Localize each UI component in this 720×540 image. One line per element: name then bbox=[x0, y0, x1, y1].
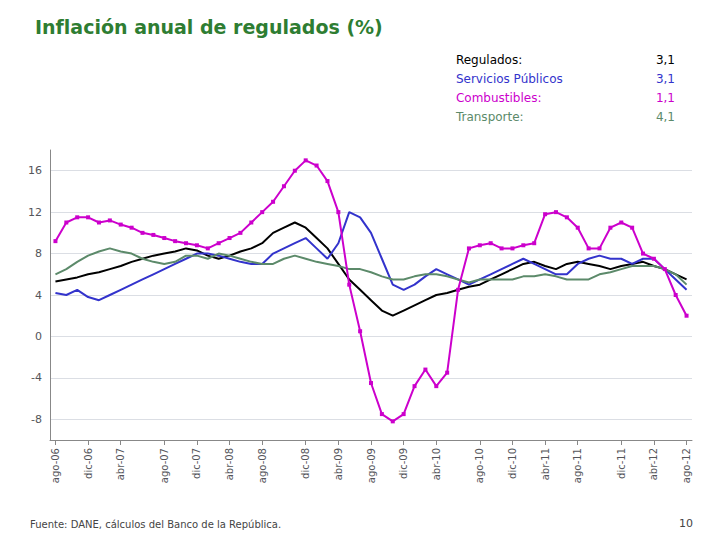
svg-text:abr-07: abr-07 bbox=[115, 448, 126, 480]
svg-text:abr-12: abr-12 bbox=[648, 448, 659, 480]
svg-text:12: 12 bbox=[28, 206, 42, 219]
svg-text:16: 16 bbox=[28, 164, 42, 177]
svg-text:Fuente: DANE, cálculos del Ban: Fuente: DANE, cálculos del Banco de la R… bbox=[30, 519, 281, 530]
svg-text:abr-10: abr-10 bbox=[431, 448, 442, 480]
svg-text:3,1: 3,1 bbox=[656, 53, 675, 67]
svg-text:abr-09: abr-09 bbox=[333, 448, 344, 480]
svg-text:8: 8 bbox=[35, 247, 42, 260]
svg-text:dic-06: dic-06 bbox=[83, 448, 94, 479]
svg-text:dic-07: dic-07 bbox=[191, 448, 202, 479]
svg-text:1,1: 1,1 bbox=[656, 91, 675, 105]
svg-text:4,1: 4,1 bbox=[656, 110, 675, 124]
svg-text:Combustibles:: Combustibles: bbox=[456, 91, 542, 105]
svg-text:ago-07: ago-07 bbox=[159, 448, 170, 483]
svg-text:abr-11: abr-11 bbox=[540, 448, 551, 480]
svg-text:ago-08: ago-08 bbox=[257, 448, 268, 483]
svg-text:ago-10: ago-10 bbox=[474, 448, 485, 483]
svg-text:ago-11: ago-11 bbox=[572, 448, 583, 483]
svg-text:Inflación anual de regulados (: Inflación anual de regulados (%) bbox=[35, 16, 383, 38]
svg-text:4: 4 bbox=[35, 289, 42, 302]
svg-text:dic-08: dic-08 bbox=[300, 448, 311, 479]
svg-text:ago-12: ago-12 bbox=[681, 448, 692, 483]
svg-text:-4: -4 bbox=[31, 371, 42, 384]
svg-text:dic-11: dic-11 bbox=[616, 448, 627, 479]
svg-text:3,1: 3,1 bbox=[656, 72, 675, 86]
svg-text:abr-08: abr-08 bbox=[224, 448, 235, 480]
svg-text:ago-06: ago-06 bbox=[50, 448, 61, 483]
svg-text:Servicios Públicos: Servicios Públicos bbox=[456, 72, 563, 86]
svg-text:dic-09: dic-09 bbox=[398, 448, 409, 479]
svg-text:Transporte:: Transporte: bbox=[455, 110, 524, 124]
svg-text:dic-10: dic-10 bbox=[507, 448, 518, 479]
svg-text:ago-09: ago-09 bbox=[366, 448, 377, 483]
svg-text:0: 0 bbox=[35, 330, 42, 343]
svg-text:10: 10 bbox=[679, 517, 693, 530]
svg-text:Regulados:: Regulados: bbox=[456, 53, 522, 67]
svg-text:-8: -8 bbox=[31, 413, 42, 426]
